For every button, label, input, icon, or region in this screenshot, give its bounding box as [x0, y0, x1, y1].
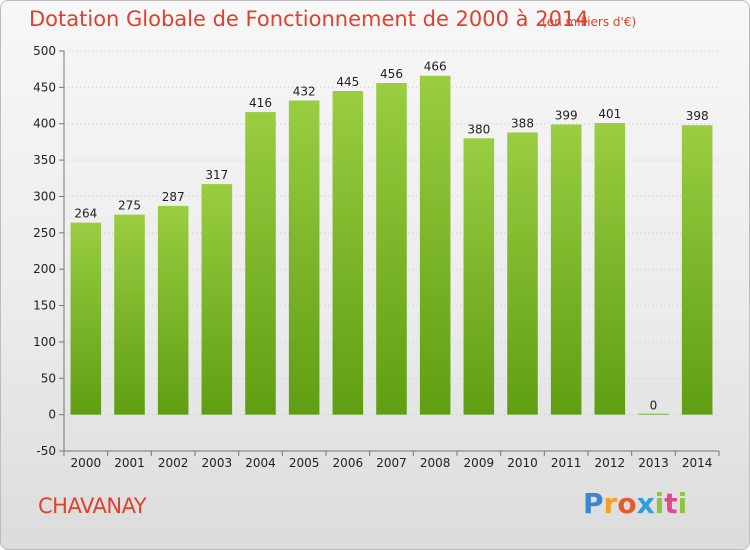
- y-tick-label: 150: [33, 299, 56, 313]
- data-label: 317: [205, 168, 228, 182]
- data-label: 416: [249, 96, 272, 110]
- bar: [157, 205, 189, 415]
- proxiti-logo[interactable]: Proxiti: [583, 487, 688, 520]
- y-tick-label: 200: [33, 262, 56, 276]
- bar: [507, 132, 538, 415]
- y-tick-label: -50: [36, 444, 56, 458]
- bar: [245, 112, 276, 415]
- y-tick-label: 50: [41, 371, 56, 385]
- y-tick-label: 450: [33, 80, 56, 94]
- bar: [114, 214, 145, 415]
- data-label: 432: [293, 84, 316, 98]
- y-tick-label: 500: [33, 44, 56, 58]
- x-tick-label: 2002: [158, 456, 189, 470]
- data-label: 264: [74, 207, 97, 221]
- x-tick-label: 2009: [464, 456, 495, 470]
- data-label: 287: [162, 190, 185, 204]
- place-name: CHAVANAY: [38, 494, 147, 518]
- data-label: 445: [336, 75, 359, 89]
- bar: [638, 413, 669, 415]
- data-label: 0: [650, 399, 658, 413]
- data-label: 399: [555, 108, 578, 122]
- y-tick-label: 250: [33, 226, 56, 240]
- x-tick-label: 2001: [114, 456, 145, 470]
- bar: [550, 124, 582, 415]
- data-label: 380: [467, 122, 490, 136]
- unit-note: (en milliers d'€): [542, 15, 637, 29]
- x-tick-label: 2007: [376, 456, 407, 470]
- x-tick-label: 2012: [595, 456, 626, 470]
- bar: [681, 125, 713, 415]
- y-tick-label: 0: [48, 408, 56, 422]
- x-tick-label: 2011: [551, 456, 582, 470]
- data-label: 275: [118, 199, 141, 213]
- x-tick-label: 2005: [289, 456, 320, 470]
- data-label: 466: [424, 60, 447, 74]
- data-label: 388: [511, 116, 534, 130]
- bar: [201, 184, 233, 415]
- bar: [70, 222, 102, 415]
- data-label: 398: [686, 109, 709, 123]
- x-tick-label: 2006: [333, 456, 364, 470]
- x-tick-label: 2008: [420, 456, 451, 470]
- y-tick-label: 400: [33, 117, 56, 131]
- y-tick-label: 100: [33, 335, 56, 349]
- bar: [376, 83, 407, 415]
- x-tick-label: 2000: [71, 456, 102, 470]
- x-tick-label: 2014: [682, 456, 713, 470]
- y-tick-label: 350: [33, 153, 56, 167]
- x-tick-label: 2013: [638, 456, 669, 470]
- chart-title: Dotation Globale de Fonctionnement de 20…: [29, 7, 589, 31]
- bar: [332, 91, 364, 415]
- x-tick-label: 2004: [245, 456, 276, 470]
- bar: [288, 100, 320, 415]
- bar: [463, 138, 495, 415]
- x-tick-label: 2003: [202, 456, 233, 470]
- data-label: 456: [380, 67, 403, 81]
- data-label: 401: [598, 107, 621, 121]
- x-tick-label: 2010: [507, 456, 538, 470]
- bar: [594, 123, 626, 415]
- bar: [419, 75, 451, 415]
- y-tick-label: 300: [33, 189, 56, 203]
